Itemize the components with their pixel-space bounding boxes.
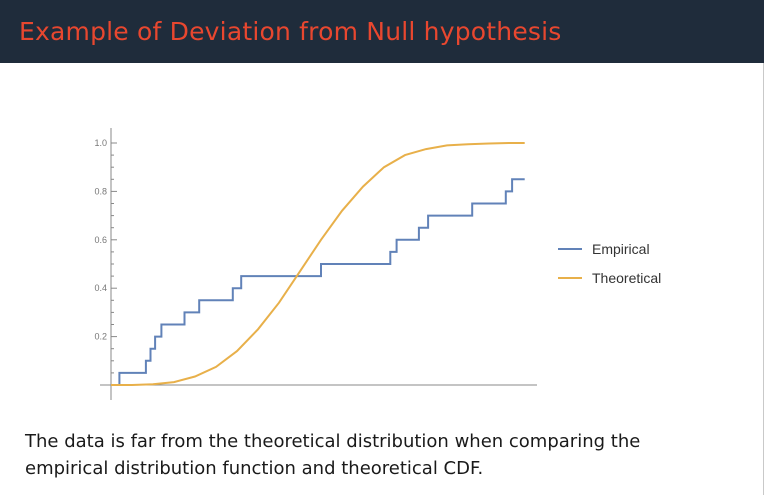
y-tick-label: 1.0: [94, 138, 107, 148]
slide-title: Example of Deviation from Null hypothesi…: [19, 17, 562, 46]
legend: Empirical Theoretical: [558, 241, 661, 286]
title-bar: Example of Deviation from Null hypothesi…: [0, 0, 764, 63]
y-tick-label: 0.8: [94, 186, 107, 196]
legend-label: Empirical: [592, 241, 650, 257]
y-tick-label: 0.4: [94, 283, 107, 293]
axes: 0.2 0.4 0.6 0.8 1.0: [94, 128, 537, 400]
empirical-series-line: [118, 178, 525, 385]
legend-label: Theoretical: [592, 270, 661, 286]
y-tick-label: 0.2: [94, 332, 107, 342]
y-tick-label: 0.6: [94, 235, 107, 245]
caption-line-2: empirical distribution function and theo…: [25, 458, 484, 479]
theoretical-series-line: [111, 142, 525, 386]
caption-line-1: The data is far from the theoretical dis…: [25, 431, 641, 452]
slide-caption: The data is far from the theoretical dis…: [25, 428, 745, 482]
plot-series: [111, 142, 525, 386]
